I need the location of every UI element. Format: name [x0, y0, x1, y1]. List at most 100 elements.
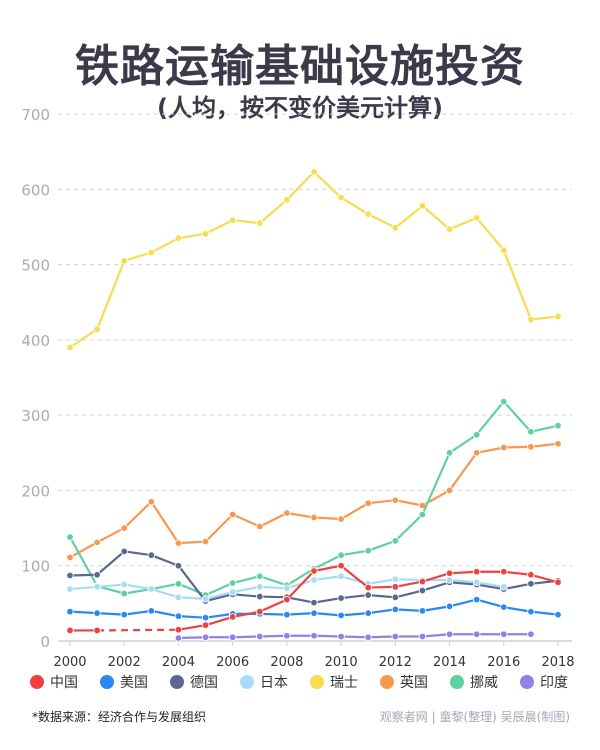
series-line-segment	[476, 581, 504, 588]
data-point	[256, 572, 264, 580]
series-line-segment	[476, 446, 504, 454]
data-point	[391, 223, 400, 232]
series-line-segment	[502, 400, 532, 433]
x-tick-label: 2002	[108, 655, 141, 670]
series-line-segment	[394, 204, 424, 229]
series-line-segment	[448, 433, 478, 454]
data-point	[228, 613, 237, 621]
legend-marker	[450, 675, 464, 689]
series-line-segment	[530, 424, 559, 433]
legend-label: 德国	[190, 675, 218, 691]
series-line-segment	[97, 583, 125, 588]
data-point	[147, 248, 156, 257]
data-point	[472, 214, 481, 222]
data-point	[93, 538, 101, 547]
x-tick-label: 2010	[325, 655, 358, 670]
series-line-segment	[422, 581, 450, 592]
series-line-segment	[178, 615, 206, 619]
series-line-segment	[205, 219, 234, 235]
data-point	[527, 630, 535, 638]
series-line-segment	[368, 593, 396, 599]
data-point	[256, 607, 264, 616]
legend-item: 中国	[30, 672, 100, 692]
series-line-segment	[259, 575, 288, 587]
series-line-segment	[178, 232, 206, 240]
series-line-segment	[313, 564, 342, 573]
legend-label: 挪威	[470, 675, 498, 691]
series-line-segment	[151, 609, 179, 618]
y-tick-label: 0	[40, 633, 50, 651]
data-point	[174, 612, 183, 620]
series-line-segment	[151, 582, 179, 591]
series-line-segment	[503, 445, 531, 449]
data-point	[418, 632, 427, 641]
data-point	[445, 225, 454, 233]
series-line-segment	[69, 536, 99, 587]
data-point	[445, 576, 454, 584]
series-line-segment	[530, 442, 559, 448]
y-tick-label: 100	[21, 558, 50, 576]
data-point	[310, 576, 318, 584]
series-line-segment	[259, 595, 287, 599]
data-point	[418, 510, 427, 519]
y-tick-label: 300	[21, 407, 50, 425]
series-line-segment	[205, 615, 233, 627]
series-line-segment	[259, 612, 287, 616]
series-line-segment	[150, 237, 179, 254]
series-line-segment	[286, 570, 315, 601]
legend-marker	[520, 675, 534, 689]
series-line-segment	[232, 593, 260, 598]
data-point	[283, 610, 291, 619]
series-line-segment	[96, 260, 126, 330]
data-point	[500, 568, 508, 576]
series-line-segment	[177, 565, 207, 602]
data-point	[120, 524, 128, 532]
series-line-segment	[475, 217, 505, 251]
series-line-segment	[395, 499, 423, 507]
series-line-segment	[151, 588, 179, 599]
series-line-segment	[123, 251, 152, 262]
legend: 中国 美国 德国 日本 瑞士 英国 挪威 印度	[30, 672, 590, 692]
series-line-segment	[395, 580, 423, 588]
data-point	[445, 630, 454, 638]
series-line-segment	[422, 605, 450, 612]
series-line-segment	[368, 585, 396, 589]
legend-label: 瑞士	[330, 675, 358, 691]
data-point	[472, 595, 481, 604]
x-tick-label: 2000	[53, 655, 86, 670]
data-point	[391, 583, 400, 591]
data-point	[228, 510, 237, 519]
series-line-segment	[178, 624, 206, 631]
series-line-segment	[368, 578, 396, 585]
series-line-segment	[367, 213, 396, 229]
series-line-segment	[150, 501, 180, 544]
series-line-segment	[69, 541, 98, 559]
data-point	[445, 449, 454, 457]
x-tick-label: 2004	[162, 655, 195, 670]
series-line-segment	[69, 585, 98, 591]
data-point	[174, 234, 183, 242]
data-point	[310, 513, 318, 522]
series-line-segment	[286, 596, 315, 604]
legend-label: 英国	[400, 675, 428, 691]
series-line-segment	[69, 573, 98, 577]
series-line-segment	[367, 539, 396, 552]
series-line-segment	[448, 452, 478, 492]
data-point	[364, 591, 372, 599]
data-point	[391, 537, 400, 545]
series-line-segment	[286, 511, 315, 519]
data-point	[527, 580, 535, 588]
series-line-segment	[178, 636, 206, 640]
data-point	[174, 539, 183, 547]
data-point	[66, 585, 74, 593]
data-source: *数据来源：经济合作与发展组织	[32, 710, 207, 724]
data-point	[147, 585, 156, 593]
series-line-segment	[313, 612, 342, 617]
data-point	[337, 594, 345, 602]
data-point	[174, 593, 183, 602]
data-point	[500, 630, 508, 638]
legend-item: 瑞士	[310, 672, 380, 692]
data-point	[93, 583, 101, 591]
data-point	[445, 569, 454, 577]
y-tick-label: 500	[21, 257, 50, 275]
